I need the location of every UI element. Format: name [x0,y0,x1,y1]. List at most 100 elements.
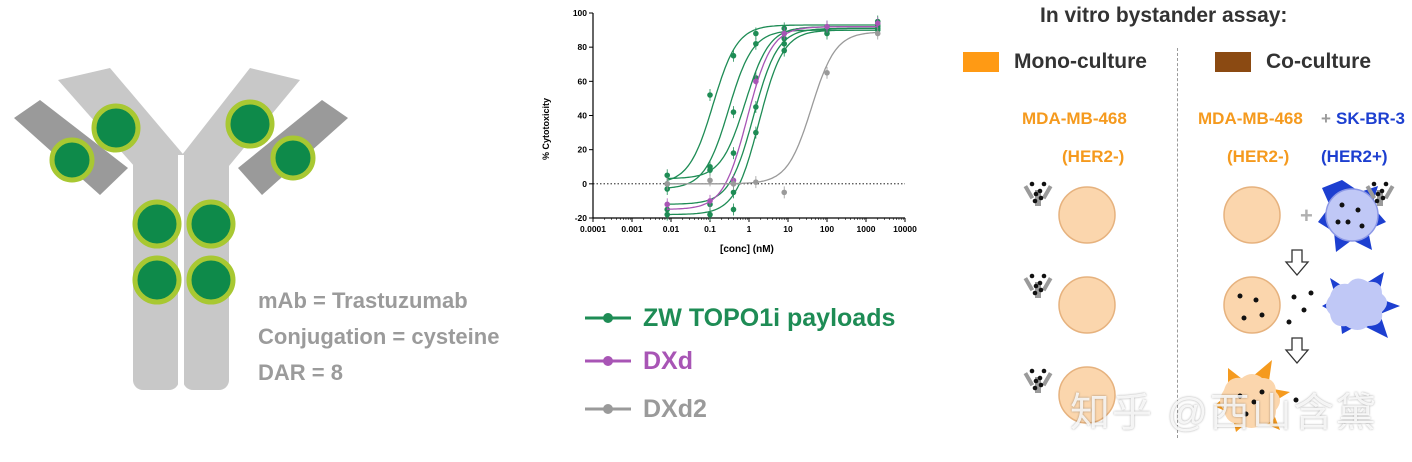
y-tick-label: 100 [573,8,587,18]
legend-item-dxd: DXd [585,346,693,376]
data-point [753,104,759,110]
data-point [707,198,713,204]
arrow-down-icon [1284,249,1310,277]
series-curve-4 [667,29,878,216]
data-point [730,181,737,187]
watermark: 知乎 @西山含黛 [1070,391,1378,435]
data-point [781,47,788,54]
y-tick-label: 80 [578,42,588,52]
co-step-1: + [1223,180,1395,252]
payload-circle [49,137,95,183]
mono-step-3 [1023,366,1116,424]
legend-item-dxd2: DXd2 [585,394,707,424]
mono-cell-line-label: MDA-MB-468 [1022,109,1127,128]
co-cell-line-neg-label: MDA-MB-468 [1198,109,1303,128]
data-point [730,52,737,59]
mono-her2-neg-tag: (HER2-) [1062,147,1125,166]
her2-negative-cell-dying [1220,374,1280,428]
payload-circles [49,99,316,305]
legend-label: DXd2 [643,394,707,423]
y-tick-label: 60 [578,76,588,86]
mono-culture-swatch [963,52,999,72]
dar-label: DAR = 8 [258,360,343,385]
x-tick-label: 0.0001 [580,224,606,234]
mab-label: mAb = Trastuzumab [258,288,468,313]
co-her2-neg-tag: (HER2-) [1227,147,1290,166]
chart-y-axis-label: % Cytotoxicity [541,97,551,160]
legend-label: DXd [643,346,693,375]
x-tick-label: 0.001 [621,224,643,234]
x-tick-label: 1 [747,224,752,234]
legend-marker-icon [585,313,631,323]
x-tick-label: 10 [783,224,793,234]
payload-circle [186,199,236,249]
mono-step-2 [1023,273,1116,334]
data-point [824,69,830,76]
data-point [753,179,759,185]
data-point [730,150,737,156]
data-point [707,92,713,98]
her2-negative-cell [1058,276,1116,334]
data-point [753,78,759,85]
legend-item-zw-topo1i: ZW TOPO1i payloads [585,303,895,333]
data-point [664,181,671,187]
her2-negative-cell [1058,186,1116,244]
x-tick-label: 1000 [857,224,876,234]
data-point [730,189,737,196]
data-point [707,167,713,173]
series-curve-0 [667,24,878,181]
data-point [664,172,671,179]
co-step-3 [1214,360,1299,432]
data-point [781,189,788,196]
co-her2-pos-tag: (HER2+) [1321,147,1388,166]
series-curve-5 [667,26,878,210]
x-tick-label: 0.01 [663,224,680,234]
chart-x-axis-label: [conc] (nM) [720,244,774,255]
conjugation-label: Conjugation = cysteine [258,324,500,349]
her2-negative-cell [1223,186,1281,244]
legend-label: ZW TOPO1i payloads [643,303,896,332]
x-tick-label: 10000 [893,224,917,234]
co-step-2 [1223,272,1400,338]
payload-circle [132,255,182,305]
data-point [781,30,788,37]
y-tick-label: 0 [582,179,587,189]
data-point [707,211,713,218]
payload-circle [270,135,316,181]
series-curve-1 [667,29,878,189]
data-point [874,30,881,37]
payload-circle [91,103,141,153]
mono-step-1 [1023,181,1116,244]
data-point [753,40,759,47]
co-culture-swatch [1215,52,1251,72]
arrow-down-icon [1284,337,1310,365]
data-point [753,30,759,37]
mono-culture-label: Mono-culture [1014,50,1147,73]
assay-title: In vitro bystander assay: [1040,4,1288,27]
legend-marker-icon [585,404,631,414]
data-point [730,206,737,213]
data-point [730,109,737,115]
co-plus-sign: + [1321,109,1331,128]
data-point [781,40,788,47]
co-culture-label: Co-culture [1266,50,1371,73]
assay-illustration: + [1023,180,1400,432]
data-point [874,20,881,27]
her2-negative-cell [1058,366,1116,424]
payload-circle [186,255,236,305]
legend-marker-icon [585,356,631,366]
adc-icon [1023,273,1053,298]
data-point [824,23,830,30]
adc-icon [1023,181,1053,206]
data-point [753,129,759,136]
series-curve-6 [667,31,878,185]
series-curve-2 [667,26,878,180]
payload-circle [225,99,275,149]
plus-icon: + [1300,203,1313,228]
y-tick-label: 20 [578,145,588,155]
adc-icon [1023,368,1053,393]
y-tick-label: -20 [575,213,588,223]
x-tick-label: 100 [820,224,834,234]
series-curve-3 [667,27,878,205]
her2-negative-cell [1223,276,1281,334]
